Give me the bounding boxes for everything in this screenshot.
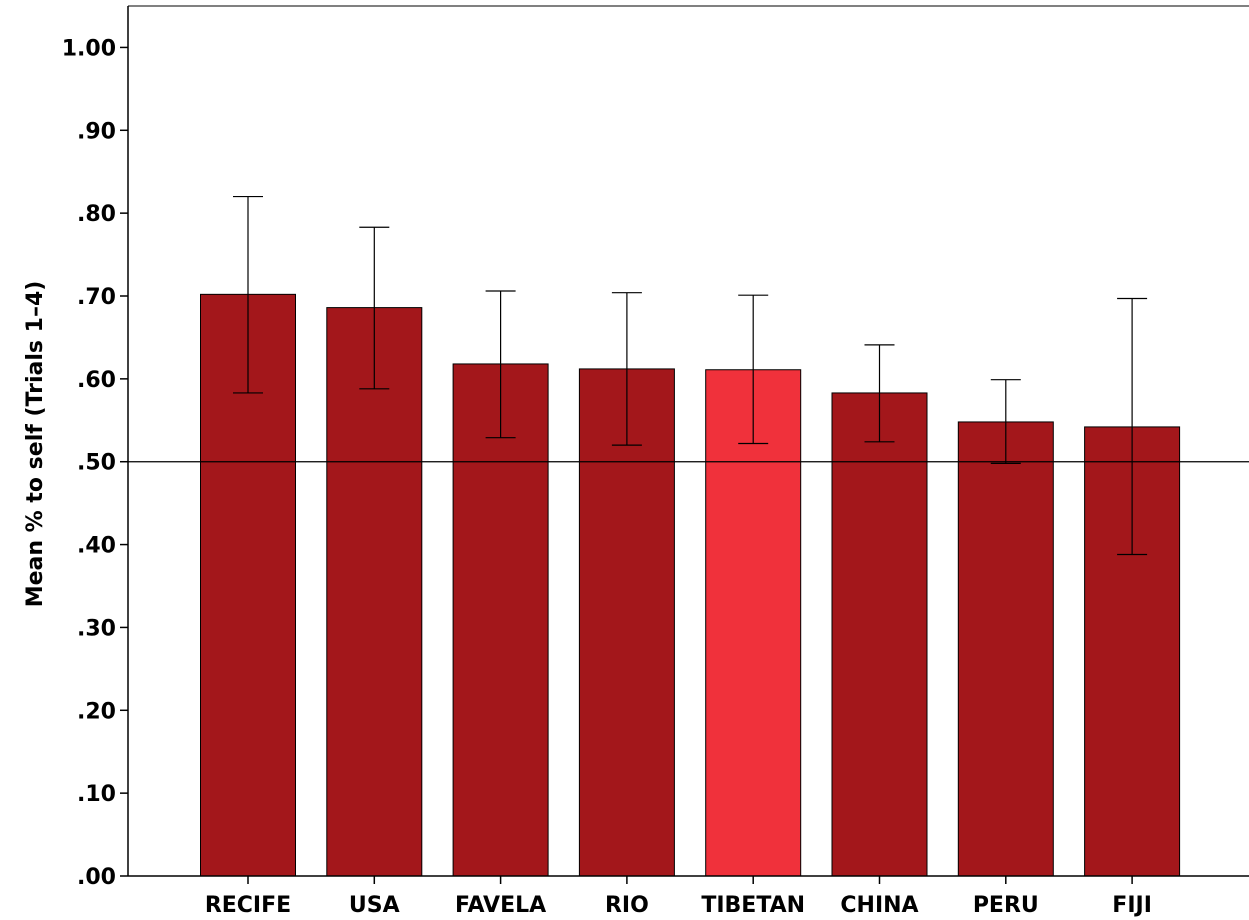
y-tick-label: .60 <box>77 368 116 393</box>
y-tick-label: .20 <box>77 699 116 724</box>
bar <box>957 421 1054 877</box>
y-axis-title: Mean % to self (Trials 1–4) <box>23 281 48 608</box>
x-tick-label: TIBETAN <box>701 893 805 918</box>
x-tick-label: FIJI <box>1112 893 1152 918</box>
x-tick-label: RIO <box>605 893 649 918</box>
y-tick-label: .90 <box>77 119 116 144</box>
bar <box>326 307 423 877</box>
x-tick-label: CHINA <box>840 893 918 918</box>
y-tick-label: .00 <box>77 865 116 890</box>
y-tick-label: .50 <box>77 451 116 476</box>
bar <box>452 363 549 877</box>
y-tick-label: .10 <box>77 782 116 807</box>
bar <box>831 392 928 877</box>
plot-area: .00 .10 .20 .30 .40 .50 .60 .70 .80 .90 1.00 RECIFE… <box>62 5 1249 918</box>
y-tick-label: .30 <box>77 616 116 641</box>
x-tick-label: USA <box>349 893 400 918</box>
y-tick-label: .80 <box>77 202 116 227</box>
y-tick-label: .40 <box>77 534 116 559</box>
x-tick-label: FAVELA <box>455 893 546 918</box>
y-tick-label: 1.00 <box>62 36 116 61</box>
y-tick-label: .70 <box>77 285 116 310</box>
x-tick-label: RECIFE <box>205 893 291 918</box>
x-tick-label: PERU <box>973 893 1039 918</box>
bar <box>705 369 802 877</box>
